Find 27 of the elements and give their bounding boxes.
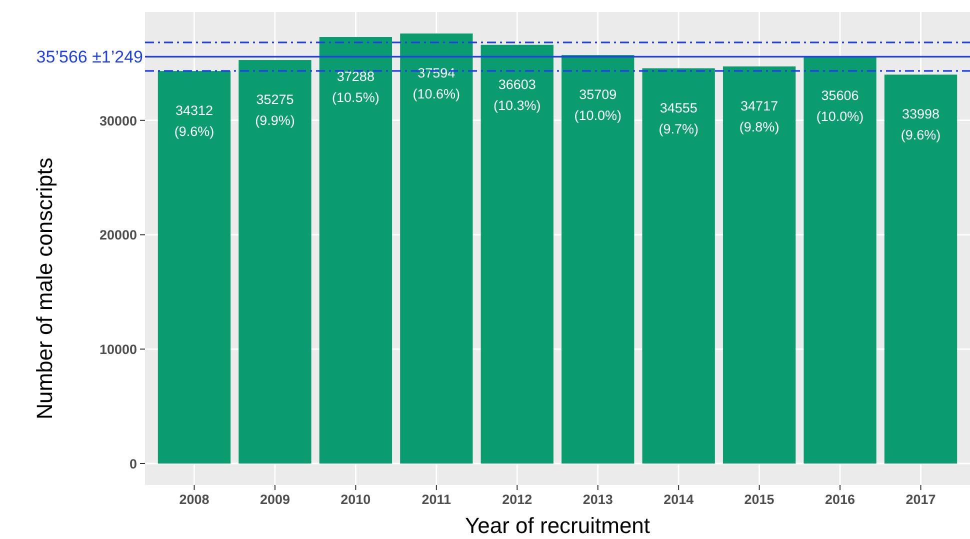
data-label: 35275 (9.9%): [255, 92, 295, 128]
x-tick-label: 2015: [744, 492, 775, 507]
x-tick-label: 2011: [422, 492, 452, 507]
data-label: 33998 (9.6%): [900, 106, 941, 143]
y-tick-label: 10000: [99, 342, 137, 358]
data-label: 37594 (10.6%): [412, 66, 460, 102]
x-tick-label: 2008: [179, 492, 210, 507]
x-tick-label: 2014: [664, 492, 694, 507]
ref-line-label: 35’566 ±1’249: [36, 48, 143, 67]
y-tick-label: 20000: [99, 228, 137, 243]
data-label: 36603 (10.3%): [493, 76, 541, 113]
x-tick-label: 2009: [260, 492, 290, 507]
x-tick-label: 2017: [906, 492, 936, 507]
data-label: 35606 (10.0%): [816, 88, 864, 124]
x-axis-title: Year of recruitment: [464, 513, 650, 538]
y-tick-label: 0: [129, 456, 137, 472]
data-label: 34717 (9.8%): [739, 98, 780, 134]
x-tick-label: 2012: [502, 492, 532, 507]
x-tick-label: 2010: [340, 492, 371, 507]
y-axis-title: Number of male conscripts: [32, 158, 57, 420]
x-tick-label: 2016: [825, 492, 856, 507]
data-label: 34312 (9.6%): [174, 103, 214, 140]
data-label: 37288 (10.5%): [332, 69, 380, 106]
data-label: 35709 (10.0%): [574, 87, 622, 124]
x-tick-label: 2013: [582, 492, 614, 507]
y-tick-label: 30000: [99, 113, 137, 128]
data-label: 34555 (9.7%): [658, 100, 698, 136]
